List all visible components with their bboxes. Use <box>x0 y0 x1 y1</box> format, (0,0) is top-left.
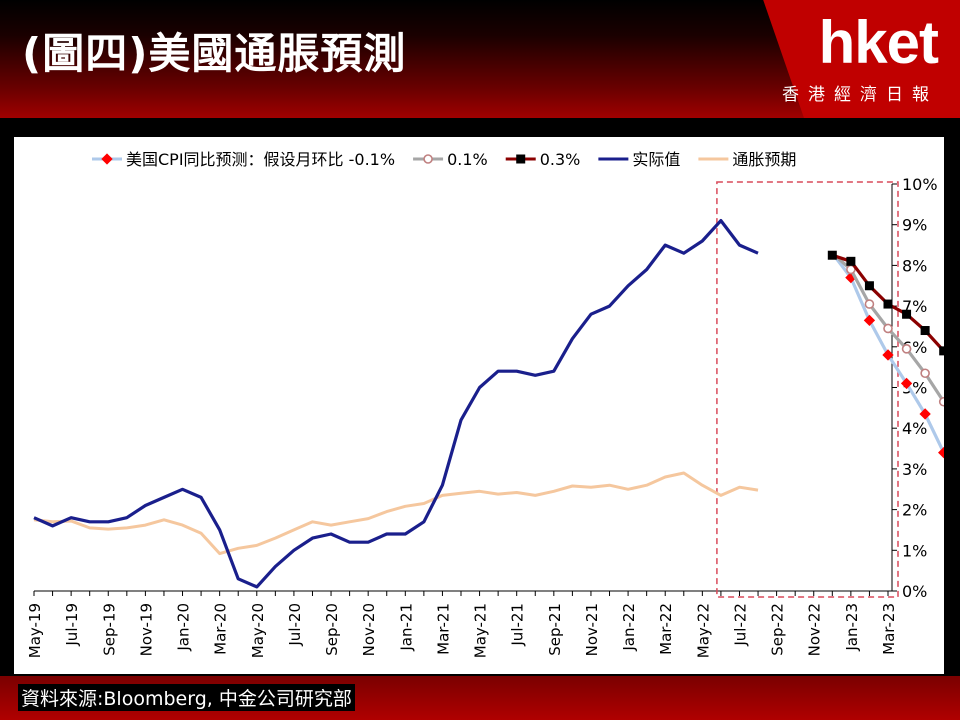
legend-item: 0.1% <box>413 150 488 169</box>
series-forecast-03-marker <box>920 326 930 336</box>
series-forecast-03-marker <box>883 299 893 309</box>
series-forecast-03-marker <box>864 281 874 291</box>
brand-subtitle: 香港經濟日報 <box>782 85 938 105</box>
legend-label: 美国CPI同比预测：假设月环比 -0.1% <box>126 150 395 169</box>
series-forecast-03-marker <box>902 309 912 319</box>
y-tick-label: 2% <box>902 501 927 520</box>
x-tick-label: Mar-22 <box>657 603 675 655</box>
x-tick-label: Nov-20 <box>360 603 378 656</box>
chart-panel: 0% 1% 2% 3% 4% 5% 6% 7% 8% 9% 10% May-19 Jul-19 Sep-1… <box>14 137 960 674</box>
series-actual-line <box>33 218 759 589</box>
x-tick-label: Mar-20 <box>212 603 230 655</box>
source-note: 資料來源:Bloomberg, 中金公司研究部 <box>18 684 355 711</box>
x-tick-label: Sep-21 <box>546 603 564 656</box>
x-tick-label: Sep-22 <box>769 603 787 656</box>
x-tick-label: Jan-20 <box>175 603 193 652</box>
brand-logo: hket <box>818 9 939 76</box>
x-tick-label: Sep-19 <box>100 603 118 656</box>
series-forecast-01-marker <box>883 323 893 334</box>
cpi-forecast-chart: 0%1%2%3%4%5%6%7%8%9%10%May-19 Jul-19 Sep-1… <box>26 150 960 658</box>
legend-swatch-marker <box>516 154 526 164</box>
y-tick-label: 10% <box>902 175 938 194</box>
x-tick-label: Mar-21 <box>434 603 452 655</box>
series-forecast-03-marker <box>846 256 856 266</box>
x-tick-label: Jul-22 <box>731 603 749 647</box>
legend-item: 实际值 <box>598 150 680 169</box>
x-tick-label: May-22 <box>694 603 712 658</box>
y-tick-label: 1% <box>902 541 927 560</box>
series-forecast-01-line <box>831 251 960 450</box>
x-tick-label: Nov-22 <box>806 603 824 656</box>
forecast-highlight-box <box>716 181 899 598</box>
x-tick-label: May-21 <box>472 603 490 658</box>
x-tick-label: Jul-20 <box>286 603 304 647</box>
legend-item: 0.3% <box>505 150 581 169</box>
series-forecast-01-marker <box>864 299 875 309</box>
series-forecast-01-marker <box>920 368 930 379</box>
x-tick-label: Mar-23 <box>880 603 898 655</box>
x-tick-label: May-19 <box>26 603 44 658</box>
series-forecast-minus01-line <box>831 252 960 506</box>
series-forecast-minus01-marker <box>882 349 894 361</box>
series-forecast-01-marker <box>901 344 912 354</box>
y-tick-label: 9% <box>902 216 927 235</box>
legend-label: 0.1% <box>447 150 488 169</box>
header-bar: (圖四)美國通脹預測 hket 香港經濟日報 <box>0 0 960 118</box>
x-tick-label: May-20 <box>249 603 267 658</box>
x-tick-label: Jan-21 <box>397 603 415 652</box>
y-tick-label: 0% <box>902 582 927 601</box>
x-tick-label: Nov-19 <box>137 603 155 656</box>
legend-label: 实际值 <box>632 150 680 169</box>
x-tick-label: Sep-20 <box>323 603 341 656</box>
legend-item: 美国CPI同比预测：假设月环比 -0.1% <box>92 150 395 169</box>
series-forecast-03-marker <box>939 346 949 356</box>
series-expectation-line <box>33 471 759 556</box>
y-tick-label: 3% <box>902 460 927 479</box>
series-forecast-minus01-marker <box>863 314 876 327</box>
series-forecast-minus01-marker <box>900 377 913 390</box>
x-tick-label: Jul-21 <box>509 603 527 647</box>
legend-swatch-marker <box>101 153 113 165</box>
y-tick-label: 8% <box>902 256 927 275</box>
y-tick-label: 4% <box>902 419 927 438</box>
legend-label: 通胀预期 <box>732 150 796 169</box>
series-forecast-03-marker <box>827 250 837 260</box>
legend-label: 0.3% <box>540 150 581 169</box>
legend-item: 通胀预期 <box>698 150 796 169</box>
x-tick-label: Nov-21 <box>583 603 601 656</box>
series-forecast-minus01-marker <box>919 408 931 420</box>
x-tick-label: Jul-19 <box>63 603 81 647</box>
series-forecast-01-marker <box>938 396 949 407</box>
x-tick-label: Jan-22 <box>620 603 638 652</box>
page-title: (圖四)美國通脹預測 <box>22 29 407 78</box>
legend-swatch-marker <box>423 154 433 164</box>
x-tick-label: Jan-23 <box>843 603 861 652</box>
